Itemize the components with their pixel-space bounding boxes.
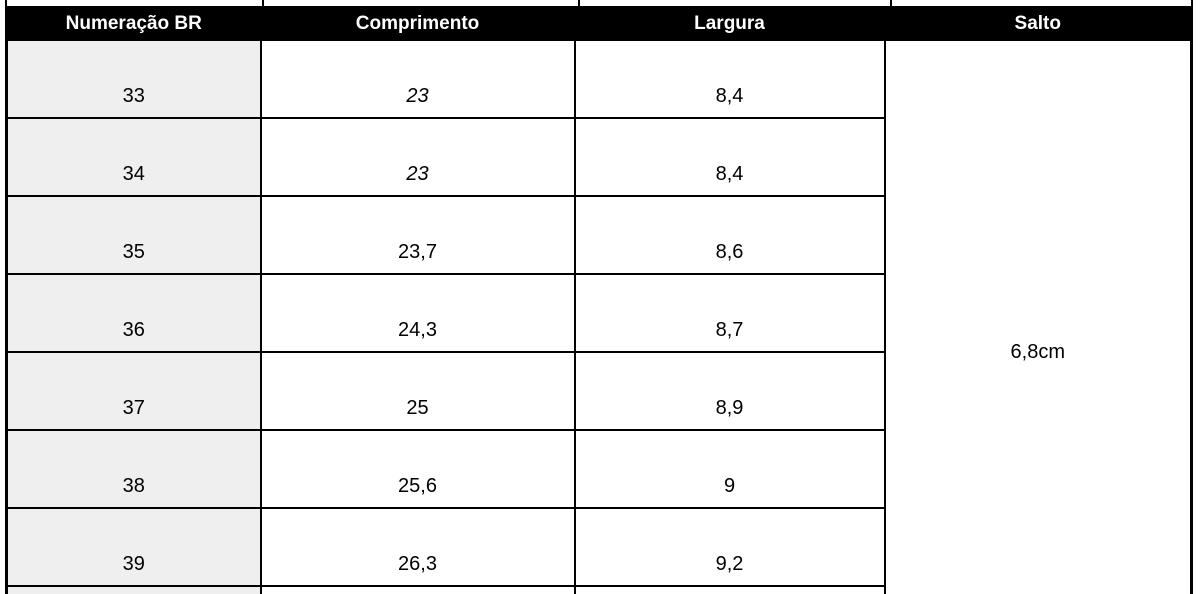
- length-cell: 26,3: [259, 507, 576, 587]
- size-cell: 40: [5, 585, 262, 594]
- size-cell: 36: [5, 273, 262, 353]
- column-border-tick: [262, 0, 264, 6]
- width-cell: 8,6: [573, 195, 886, 275]
- length-cell: 25,6: [259, 429, 576, 509]
- size-cell: 35: [5, 195, 262, 275]
- shoe-size-table: Numeração BR Comprimento Largura Salto 3…: [5, 6, 1193, 594]
- header-largura: Largura: [573, 6, 886, 41]
- length-cell: 26,3: [259, 585, 576, 594]
- width-cell: 8,7: [573, 273, 886, 353]
- width-cell: 8,4: [573, 39, 886, 119]
- table-row: 39 26,3 9,2: [5, 507, 1192, 587]
- size-cell: 37: [5, 351, 262, 431]
- header-comprimento: Comprimento: [259, 6, 576, 41]
- column-border-tick: [890, 0, 892, 6]
- length-cell: 23: [259, 117, 576, 197]
- length-cell: 23,7: [259, 195, 576, 275]
- table-top-margin: [5, 0, 1193, 6]
- length-cell: 24,3: [259, 273, 576, 353]
- width-cell: 9: [573, 429, 886, 509]
- size-cell: 33: [5, 39, 262, 119]
- table-row: 35 23,7 8,6: [5, 195, 1192, 275]
- width-cell: 9,2: [573, 585, 886, 594]
- table-row: 36 24,3 8,7: [5, 273, 1192, 353]
- size-cell: 34: [5, 117, 262, 197]
- heel-cell: 6,8cm: [883, 39, 1193, 594]
- header-numeracao-br: Numeração BR: [5, 6, 262, 41]
- width-cell: 8,9: [573, 351, 886, 431]
- table-body: 33 23 8,4 6,8cm 34 23 8,4 35 23,7 8,6 36 24,3 8,7 37 2…: [5, 39, 1193, 594]
- header-salto: Salto: [883, 6, 1193, 41]
- column-border-tick: [578, 0, 580, 6]
- size-cell: 39: [5, 507, 262, 587]
- table-row: 38 25,6 9: [5, 429, 1192, 509]
- length-cell: 23: [259, 39, 576, 119]
- table-row: 37 25 8,9: [5, 351, 1192, 431]
- table-row: 34 23 8,4: [5, 117, 1192, 197]
- length-cell: 25: [259, 351, 576, 431]
- table-row: 4026,39,2: [5, 585, 1192, 594]
- column-border-tick: [1191, 0, 1193, 6]
- column-border-tick: [5, 0, 7, 6]
- size-cell: 38: [5, 429, 262, 509]
- width-cell: 9,2: [573, 507, 886, 587]
- table-header-row: Numeração BR Comprimento Largura Salto: [5, 6, 1193, 41]
- width-cell: 8,4: [573, 117, 886, 197]
- table-row: 33 23 8,4 6,8cm: [5, 39, 1193, 594]
